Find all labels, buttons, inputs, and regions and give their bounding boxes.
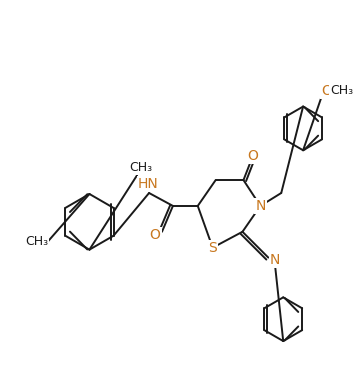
Text: CH₃: CH₃ (330, 84, 354, 97)
Text: N: N (255, 199, 266, 213)
Text: O: O (247, 149, 258, 163)
Text: HN: HN (138, 177, 158, 191)
Text: CH₃: CH₃ (25, 235, 48, 248)
Text: N: N (270, 252, 280, 267)
Text: O: O (149, 228, 160, 242)
Text: CH₃: CH₃ (130, 161, 153, 174)
Text: S: S (208, 240, 217, 255)
Text: O: O (322, 84, 332, 98)
